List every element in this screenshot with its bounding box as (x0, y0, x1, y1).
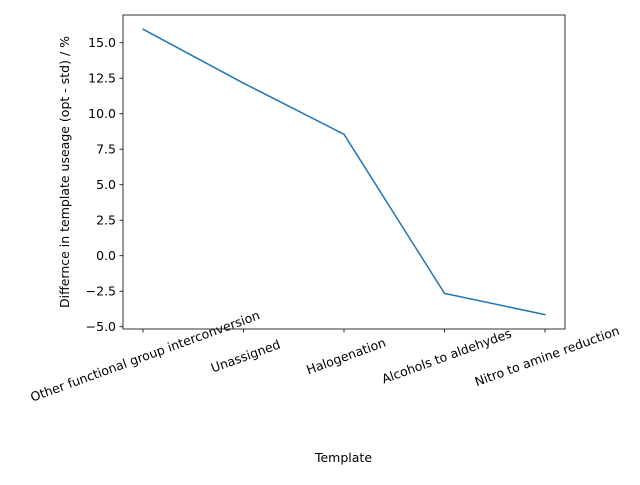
x-tick-label-group: Unassigned (209, 337, 282, 376)
y-tick-label: 12.5 (88, 71, 116, 86)
data-point-0 (142, 28, 144, 30)
plot-frame (122, 14, 566, 330)
y-tick-label: 0.0 (96, 248, 116, 263)
series-line-0 (142, 28, 546, 316)
y-tick-label: 15.0 (88, 35, 116, 50)
y-tick-label: 5.0 (96, 177, 116, 192)
x-tick-label-group: Halogenation (304, 335, 387, 378)
x-axis: Other functional group interconversionUn… (28, 307, 621, 404)
y-tick-label: −2.5 (86, 284, 116, 299)
data-point-4 (544, 313, 546, 316)
data-point-1 (242, 82, 245, 84)
x-tick-label: Unassigned (209, 337, 282, 376)
x-tick-label: Halogenation (304, 335, 387, 378)
y-tick-label: 2.5 (96, 213, 116, 228)
y-axis: −5.0 −2.5 0.0 2.5 5.0 7.5 10.0 12.5 15.0 (86, 35, 123, 334)
x-axis-label: Template (314, 450, 372, 465)
plot-area (122, 14, 566, 330)
data-point-3 (443, 292, 446, 295)
y-axis-label: Differnce in template useage (opt - std)… (57, 36, 72, 308)
y-tick-label: −5.0 (86, 319, 116, 334)
y-tick-label: 10.0 (88, 106, 116, 121)
y-tick-label: 7.5 (96, 142, 116, 157)
data-point-2 (343, 133, 345, 136)
